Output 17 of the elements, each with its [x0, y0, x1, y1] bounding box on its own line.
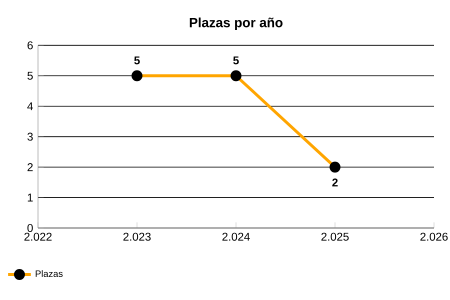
legend-label: Plazas [36, 270, 63, 277]
x-tick-label: 2.026 [420, 232, 448, 241]
y-tick-label: 2 [28, 163, 33, 172]
y-tick-label: 6 [28, 41, 33, 50]
y-tick-label: 3 [27, 132, 33, 141]
y-tick-label: 5 [27, 72, 33, 80]
y-tick-label: 1 [28, 194, 33, 202]
x-tick-label: 2.025 [321, 232, 349, 241]
data-label: 5 [233, 56, 239, 64]
y-tick-label: 0 [27, 224, 33, 232]
chart-title: Plazas por año [190, 18, 283, 30]
x-tick-label: 2.022 [24, 232, 52, 241]
x-tick-label: 2.024 [222, 232, 250, 241]
data-label: 5 [134, 56, 140, 64]
y-tick-label: 4 [27, 102, 33, 110]
x-tick-label: 2.023 [123, 232, 151, 241]
data-label: 2 [332, 178, 338, 186]
